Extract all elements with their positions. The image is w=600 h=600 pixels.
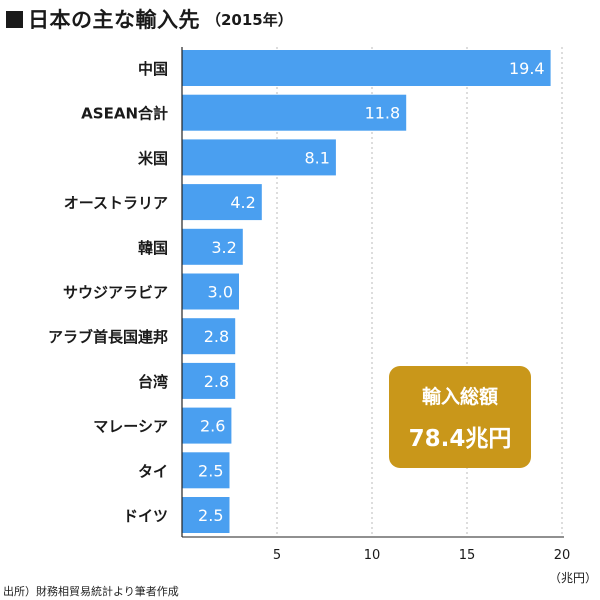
- bar: [182, 318, 236, 355]
- category-label: オーストラリア: [64, 194, 168, 212]
- category-label: アラブ首長国連邦: [48, 328, 168, 346]
- bar-value-label: 3.2: [211, 238, 236, 257]
- category-label: ドイツ: [123, 507, 168, 525]
- x-tick-label: 5: [273, 548, 281, 563]
- title-square-icon: [6, 10, 23, 28]
- category-label: サウジアラビア: [63, 284, 168, 302]
- bar: [182, 362, 236, 399]
- category-label: ASEAN合計: [81, 105, 168, 123]
- total-imports-box: 輸入総額 78.4兆円: [389, 366, 531, 468]
- category-label: 中国: [138, 60, 168, 78]
- bar-value-label: 2.6: [200, 417, 225, 436]
- bar-value-label: 19.4: [509, 59, 545, 78]
- title-year: （2015年）: [206, 10, 293, 29]
- bar-value-label: 3.0: [208, 283, 233, 302]
- bar: [182, 184, 262, 221]
- bar-value-label: 8.1: [304, 148, 329, 167]
- bar: [182, 407, 232, 444]
- chart-title: 日本の主な輸入先 （2015年）: [6, 6, 293, 32]
- bar: [182, 452, 230, 489]
- total-imports-value: 78.4兆円: [408, 426, 512, 452]
- bar: [182, 50, 551, 86]
- bar-value-label: 2.5: [198, 461, 223, 480]
- category-label: マレーシア: [93, 418, 168, 436]
- x-tick-label: 20: [554, 548, 571, 563]
- bar-value-label: 2.8: [204, 372, 229, 391]
- bar: [182, 273, 239, 310]
- bar-value-label: 2.5: [198, 506, 223, 525]
- category-label: 米国: [138, 149, 168, 167]
- x-tick-label: 15: [459, 548, 476, 563]
- bar-value-label: 2.8: [204, 327, 229, 346]
- title-main: 日本の主な輸入先: [28, 8, 200, 32]
- bar: [182, 139, 336, 176]
- x-unit-label: （兆円）: [549, 571, 597, 585]
- category-label: 台湾: [138, 373, 168, 391]
- bar: [182, 228, 243, 265]
- bar-value-label: 11.8: [365, 104, 401, 123]
- category-label: タイ: [138, 462, 168, 480]
- source-note: 出所）財務相貿易統計より筆者作成: [3, 585, 179, 598]
- category-label: 韓国: [138, 239, 168, 257]
- x-tick-label: 10: [364, 548, 381, 563]
- bar: [182, 497, 230, 533]
- total-imports-label: 輸入総額: [421, 386, 498, 408]
- bar-value-label: 4.2: [230, 193, 255, 212]
- bar: [182, 94, 407, 131]
